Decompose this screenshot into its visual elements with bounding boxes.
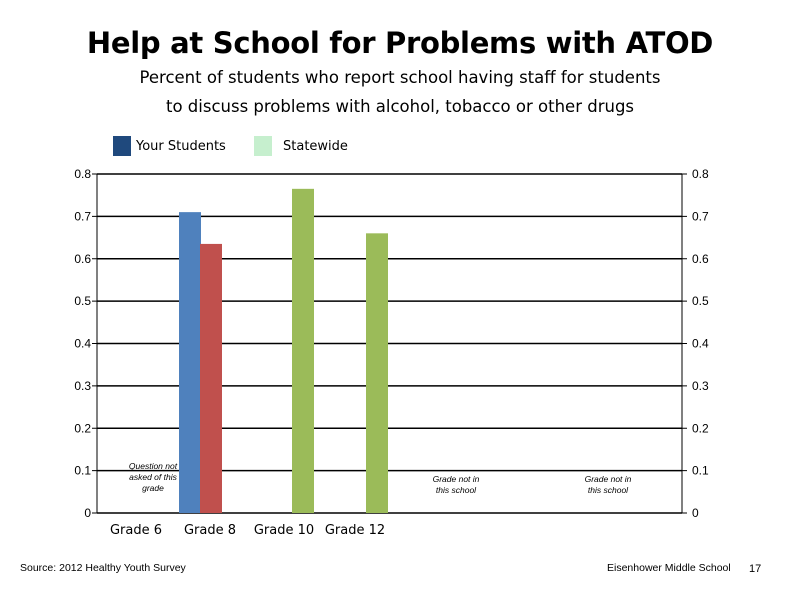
bar <box>292 188 314 514</box>
annotation-text: Question not <box>129 461 178 471</box>
annotation-text: Grade not in <box>585 474 632 484</box>
y-tick-label: 0 <box>84 506 91 520</box>
y-tick-label: 0.7 <box>74 209 91 223</box>
legend-item-your-students: Your Students <box>113 136 226 156</box>
annotation-text: this school <box>436 485 477 495</box>
y-tick-label: 0.4 <box>74 337 91 351</box>
chart-subtitle-line-2: to discuss problems with alcohol, tobacc… <box>165 97 635 116</box>
y-tick-label: 0.2 <box>74 421 91 435</box>
annotation-text: this school <box>588 485 629 495</box>
legend-item-statewide: Statewide <box>254 136 348 156</box>
legend-swatch-your-students <box>113 136 131 156</box>
y2-tick-label: 0.3 <box>692 379 709 393</box>
y-tick-label: 0.3 <box>74 379 91 393</box>
y2-tick-label: 0.1 <box>692 464 709 478</box>
y2-tick-label: 0 <box>692 506 699 520</box>
x-tick-label: Grade 12 <box>325 523 385 538</box>
legend-label-your-students: Your Students <box>136 138 226 154</box>
y-tick-label: 0.5 <box>74 294 91 308</box>
y-tick-label: 0.8 <box>74 167 91 181</box>
x-tick-label: Grade 8 <box>184 523 236 538</box>
bar <box>179 212 201 513</box>
y2-tick-label: 0.2 <box>692 421 709 435</box>
bar <box>200 243 222 513</box>
y2-tick-label: 0.5 <box>692 294 709 308</box>
school-name: Eisenhower Middle School <box>607 562 731 574</box>
page-number: 17 <box>749 563 762 575</box>
y-tick-label: 0.6 <box>74 252 91 266</box>
annotation-text: asked of this <box>129 472 177 482</box>
legend-label-statewide: Statewide <box>283 138 348 154</box>
chart-title: Help at School for Problems with ATOD <box>86 26 714 60</box>
source-note: Source: 2012 Healthy Youth Survey <box>20 562 186 574</box>
annotation-text: grade <box>142 483 164 493</box>
y2-tick-label: 0.8 <box>692 167 709 181</box>
x-tick-label: Grade 10 <box>254 523 314 538</box>
annotation-text: Grade not in <box>433 474 480 484</box>
x-tick-label: Grade 6 <box>110 523 162 538</box>
y2-tick-label: 0.6 <box>692 252 709 266</box>
y2-tick-label: 0.7 <box>692 209 709 223</box>
y-tick-label: 0.1 <box>74 464 91 478</box>
legend-swatch-statewide <box>254 136 272 156</box>
y2-tick-label: 0.4 <box>692 337 709 351</box>
chart-subtitle-line-1: Percent of students who report school ha… <box>139 68 661 87</box>
bar <box>366 233 388 513</box>
